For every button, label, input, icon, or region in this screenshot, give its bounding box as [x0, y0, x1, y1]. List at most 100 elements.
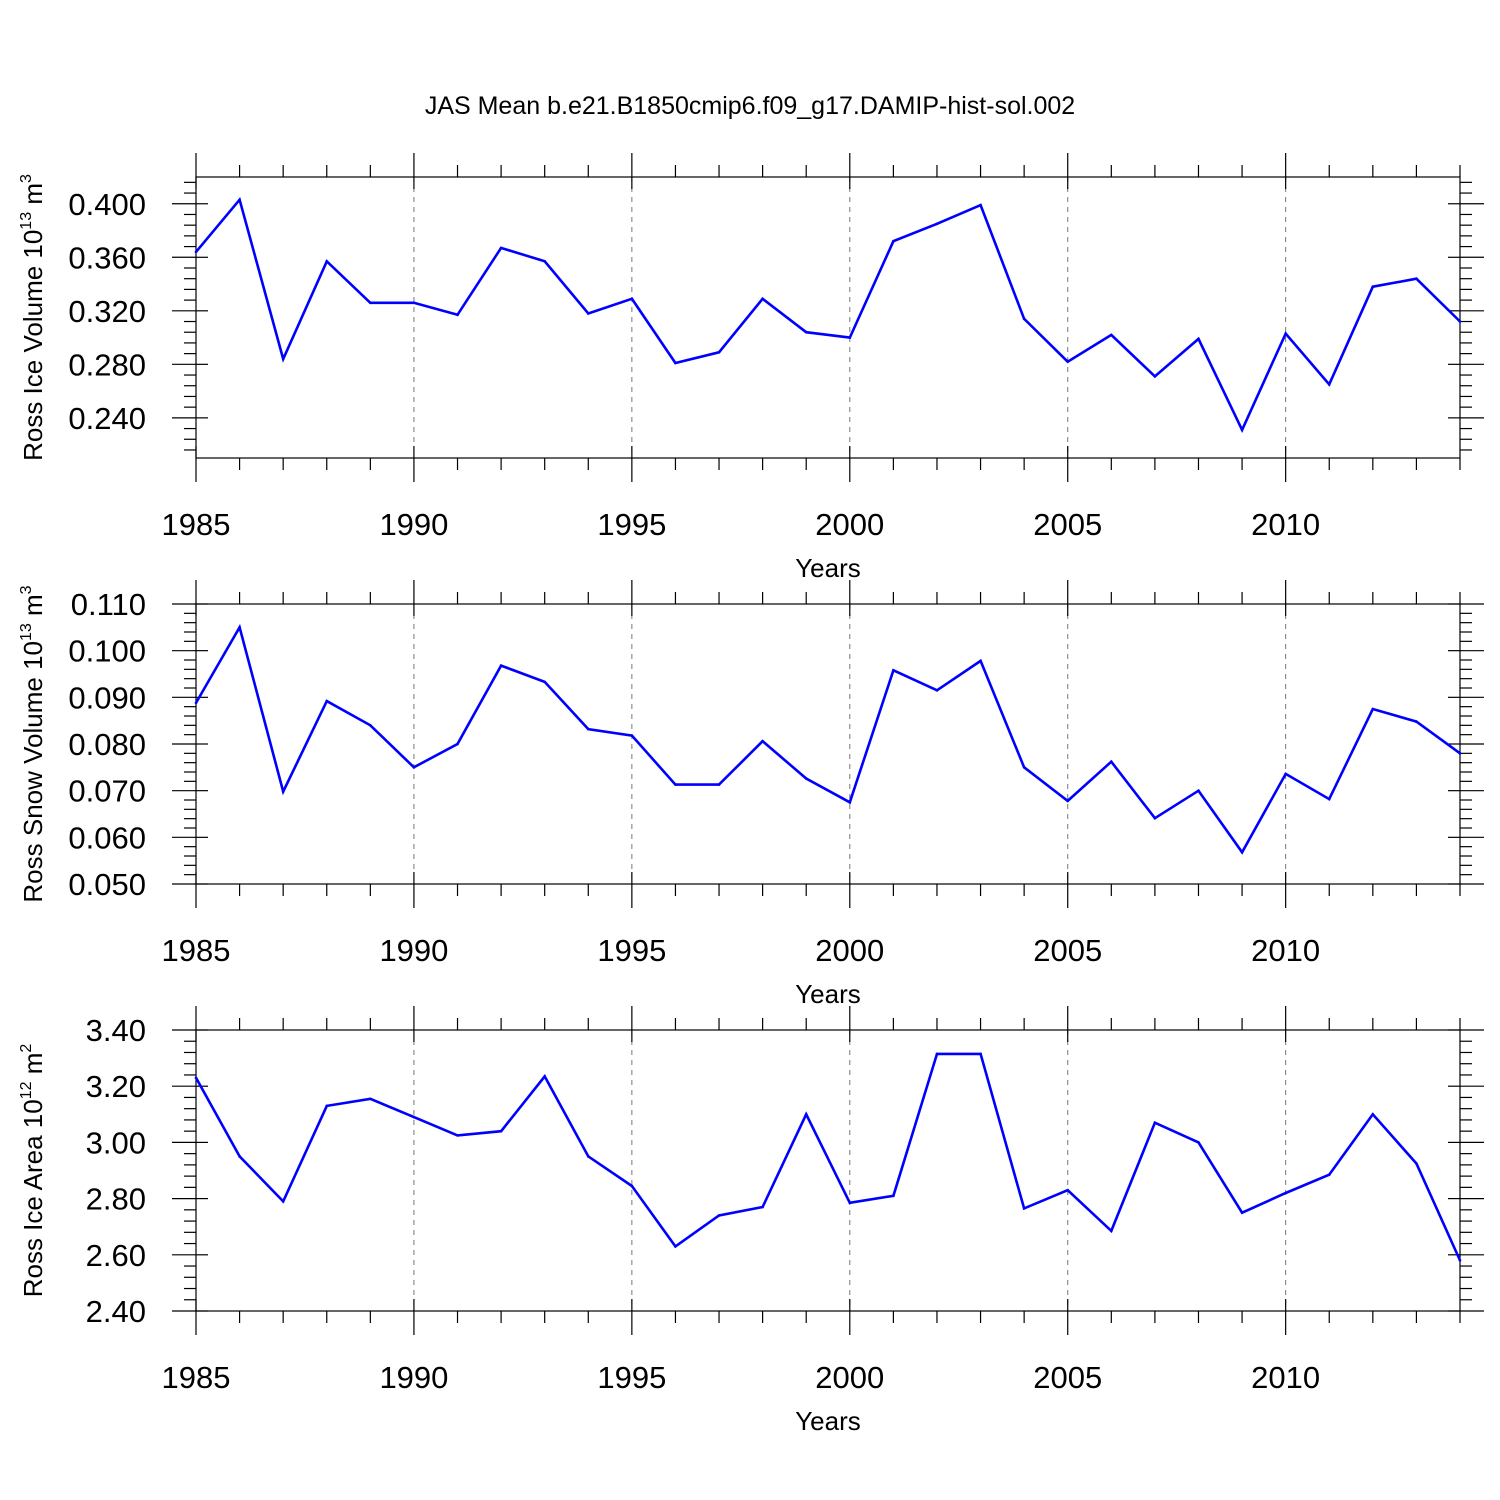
panel-1-xaxis-label: Years: [795, 553, 861, 583]
panel-2-ytick-label: 0.050: [68, 867, 146, 902]
panel-1-xtick-label: 2010: [1251, 507, 1320, 542]
panel-2-data-point: [1153, 816, 1157, 820]
panel-2-data-point: [238, 626, 241, 629]
panel-3-data-point: [892, 1194, 895, 1198]
panel-3-series-line: [194, 1052, 1462, 1261]
panel-3-data-point: [1153, 1121, 1157, 1125]
panel-2-data-point: [1458, 752, 1462, 755]
panel-1-data-point: [804, 330, 808, 334]
panel-2-data-point: [543, 680, 546, 684]
panel-3-data-point: [804, 1113, 808, 1116]
panel-2: 1985 1990 1995 2000 2005 2010 Years 0.050 0.060 0…: [18, 580, 1484, 1009]
panel-3-data-point: [369, 1097, 372, 1101]
chart-title: JAS Mean b.e21.B1850cmip6.f09_g17.DAMIP-…: [425, 92, 1075, 120]
panel-1-data-point: [1066, 360, 1070, 363]
panel-3-data-point: [238, 1155, 241, 1158]
panel-3-data-point: [761, 1205, 764, 1209]
panel-2-data-point: [1240, 850, 1244, 854]
panel-2-data-point: [1371, 707, 1375, 711]
panel-2-xtick-label: 2000: [815, 933, 884, 968]
panel-2-data-point: [1022, 766, 1026, 769]
panel-2-data-point: [1327, 797, 1331, 801]
panel-1-data-point: [892, 239, 895, 243]
panel-3-data-point: [1240, 1211, 1244, 1214]
panel-3-data-point: [1284, 1191, 1287, 1195]
panel-1-data-point: [1327, 383, 1331, 386]
panel-3-data-point: [630, 1184, 634, 1188]
panel-3-data-point: [456, 1134, 459, 1137]
panel-1-ytick-label: 0.280: [68, 347, 146, 382]
panel-2-xtick-label: 1985: [162, 933, 231, 968]
panel-3-data-point: [499, 1129, 503, 1133]
panel-1-data-point: [586, 312, 590, 315]
panel-2-xtick-label: 2005: [1033, 933, 1102, 968]
panel-1-ytick-label: 0.360: [68, 240, 146, 275]
panel-3-data-point: [325, 1104, 329, 1108]
panel-3-yaxis-label: Ross Ice Area 1012 m2: [18, 1044, 48, 1298]
panel-2-data-point: [979, 659, 982, 663]
panel-2-data-point: [935, 689, 939, 692]
panel-3-data-point: [543, 1075, 546, 1078]
panel-2-xaxis-label: Years: [795, 979, 861, 1009]
panel-2-data-point: [1197, 789, 1200, 792]
panel-3-data-point: [848, 1201, 852, 1205]
panel-2-data-point: [1110, 760, 1113, 764]
panel-1-ytick-label: 0.240: [68, 401, 146, 436]
panel-2-data-point: [630, 734, 634, 737]
panel-1-frame: [195, 176, 1461, 459]
panel-1-xtick-label: 1985: [162, 507, 231, 542]
panel-2-data-point: [586, 727, 590, 731]
panel-2-xtick-label: 2010: [1251, 933, 1320, 968]
panel-2-data-point: [1066, 799, 1070, 803]
panel-2-ytick-label: 0.080: [68, 727, 146, 762]
panel-1-data-point: [674, 361, 677, 365]
panel-1-series-line: [195, 196, 1461, 433]
panel-1-data-point: [935, 222, 939, 226]
panel-2-data-point: [194, 701, 198, 705]
panel-1: 1985 1990 1995 2000 2005 2010 Years 0.240 0.280 0…: [18, 153, 1484, 583]
panel-3-ytick-label: 2.80: [86, 1182, 146, 1217]
panel-2-data-point: [848, 801, 852, 804]
panel-1-data-point: [1197, 337, 1200, 341]
panel-1-xtick-label: 1990: [379, 507, 448, 542]
panel-3-data-point: [586, 1155, 590, 1158]
panel-3-xtick-label: 2010: [1251, 1360, 1320, 1395]
panel-3-xtick-label: 2005: [1033, 1360, 1102, 1395]
panel-3-ytick-label: 3.20: [86, 1069, 146, 1104]
panel-2-ytick-label: 0.100: [68, 634, 146, 669]
panel-1-data-point: [979, 203, 982, 207]
panel-1-data-point: [325, 260, 329, 263]
panel-3-data-point: [281, 1200, 285, 1203]
panel-2-data-point: [804, 777, 808, 780]
panel-3-data-point: [412, 1115, 416, 1119]
panel-1-data-point: [1110, 333, 1113, 337]
panel-1-data-point: [717, 350, 721, 354]
panel-1-data-point: [499, 246, 503, 250]
panel-3-data-point: [1371, 1113, 1375, 1116]
panel-1-yaxis-label: Ross Ice Volume 1013 m3: [18, 174, 48, 461]
panel-2-ytick-label: 0.060: [68, 820, 146, 855]
panel-2-data-point: [499, 664, 503, 667]
panel-1-ytick-label: 0.400: [68, 187, 146, 222]
panel-2-ytick-label: 0.070: [68, 774, 146, 809]
panel-3-data-point: [194, 1076, 198, 1080]
panel-3-data-point: [717, 1214, 721, 1217]
panel-1-data-point: [281, 357, 285, 361]
panel-3-ytick-label: 2.60: [86, 1238, 146, 1273]
panel-1-ytick-label: 0.320: [68, 294, 146, 329]
panel-1-data-point: [194, 250, 198, 254]
panel-2-data-point: [1284, 772, 1287, 776]
panel-2-data-point: [761, 739, 764, 743]
panel-3-data-point: [1066, 1188, 1070, 1192]
panel-2-data-point: [369, 724, 372, 727]
panel-1-data-point: [1022, 317, 1026, 321]
panel-2-series-line: [194, 623, 1461, 855]
panel-3-xaxis-label: Years: [795, 1406, 861, 1436]
panel-1-data-point: [412, 301, 416, 305]
panel-2-data-point: [892, 668, 895, 672]
panel-3-data-point: [979, 1052, 982, 1056]
panel-2-data-point: [412, 766, 416, 769]
panel-1-data-point: [238, 198, 241, 202]
panel-1-data-point: [1371, 285, 1375, 289]
